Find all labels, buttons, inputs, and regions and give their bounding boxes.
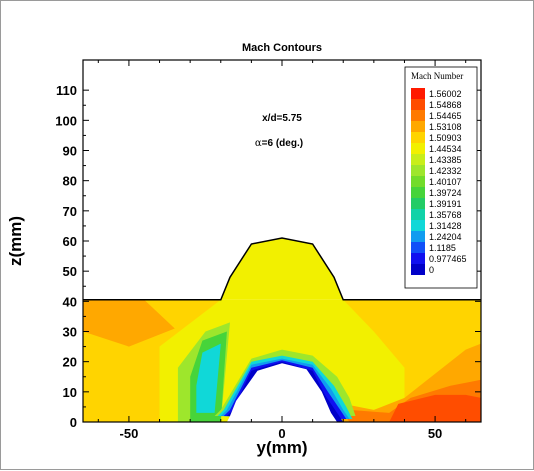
y-tick-label: 60 (63, 234, 77, 249)
y-tick-label: 0 (70, 415, 77, 430)
legend-swatch (411, 253, 425, 264)
y-tick-label: 90 (63, 144, 77, 159)
legend-label: 1.54868 (429, 100, 462, 110)
legend-swatch (411, 110, 425, 121)
legend: Mach Number 1.560021.548681.544651.53108… (404, 66, 478, 289)
x-tick-label: 0 (278, 426, 285, 441)
legend-swatch (411, 220, 425, 231)
legend-swatch (411, 99, 425, 110)
legend-swatch (411, 154, 425, 165)
legend-label: 0.977465 (429, 254, 467, 264)
annotation-x-over-d: x/d=5.75 (262, 113, 302, 124)
x-tick-label: -50 (120, 426, 139, 441)
contour-region-10 (220, 238, 344, 300)
alpha-value: =6 (deg.) (262, 138, 303, 149)
legend-label: 1.42332 (429, 166, 462, 176)
legend-swatch (411, 198, 425, 209)
legend-swatch (411, 209, 425, 220)
annotations: x/d=5.75 α=6 (deg.) (255, 113, 303, 149)
legend-items: 1.560021.548681.544651.531081.509031.445… (411, 88, 467, 275)
legend-swatch (411, 242, 425, 253)
legend-swatch (411, 165, 425, 176)
contour-region-6 (389, 394, 481, 422)
legend-title: Mach Number (411, 71, 463, 81)
legend-label: 1.50903 (429, 133, 462, 143)
contour-region-9 (196, 343, 221, 413)
geometry-boundary-line (83, 237, 481, 301)
legend-label: 1.40107 (429, 177, 462, 187)
legend-swatch (411, 231, 425, 242)
x-tick-label: 50 (428, 426, 442, 441)
x-axis-label: y(mm) (256, 438, 307, 457)
legend-swatch (411, 88, 425, 99)
legend-label: 1.1185 (429, 243, 456, 253)
y-tick-label: 30 (63, 325, 77, 340)
legend-swatch (411, 176, 425, 187)
legend-label: 1.24204 (429, 232, 462, 242)
legend-label: 1.53108 (429, 122, 462, 132)
legend-label: 1.39191 (429, 199, 462, 209)
contour-region-3 (83, 299, 175, 347)
legend-swatch (411, 132, 425, 143)
contour-fill (83, 238, 481, 422)
contour-region-16 (226, 363, 338, 422)
legend-swatch (411, 187, 425, 198)
y-axis-label: z(mm) (6, 216, 25, 266)
legend-label: 1.43385 (429, 155, 462, 165)
legend-label: 1.39724 (429, 188, 462, 198)
legend-label: 0 (429, 265, 434, 275)
legend-swatch (411, 264, 425, 275)
legend-label: 1.54465 (429, 111, 462, 121)
y-tick-label: 50 (63, 264, 77, 279)
legend-swatch (411, 143, 425, 154)
y-tick-label: 20 (63, 355, 77, 370)
annotation-alpha: α=6 (deg.) (255, 138, 303, 149)
legend-label: 1.44534 (429, 144, 462, 154)
y-tick-label: 10 (63, 385, 77, 400)
alpha-symbol: α (255, 138, 262, 149)
y-tick-label: 40 (63, 294, 77, 309)
legend-label: 1.31428 (429, 221, 462, 231)
chart-title: Mach Contours (242, 42, 322, 54)
legend-label: 1.35768 (429, 210, 462, 220)
y-tick-label: 70 (63, 204, 77, 219)
y-tick-label: 110 (56, 83, 77, 98)
legend-swatch (411, 121, 425, 132)
y-tick-label: 80 (63, 174, 77, 189)
y-tick-label: 100 (55, 113, 77, 128)
legend-label: 1.56002 (429, 89, 462, 99)
y-axis-ticks: 0 10 20 30 40 50 60 70 80 90 100 110 (55, 83, 481, 430)
x-axis-ticks: -50 0 50 (97, 60, 467, 441)
